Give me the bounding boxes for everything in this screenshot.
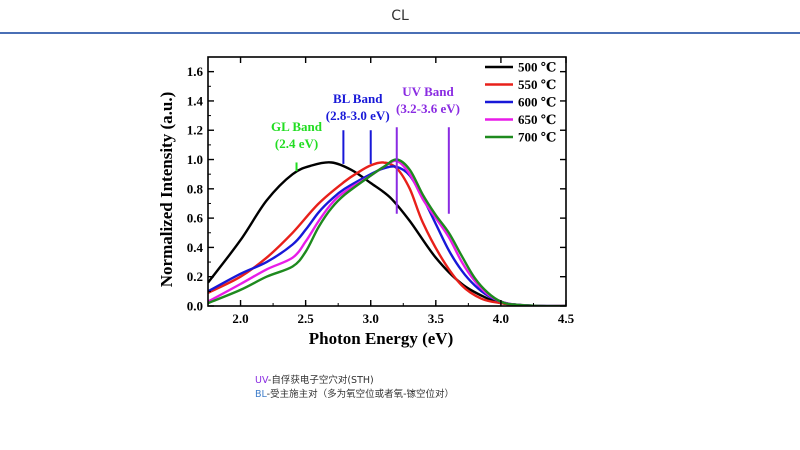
y-tick-label-0: 0.0	[187, 299, 203, 314]
x-tick-label-1: 2.5	[298, 311, 315, 326]
y-tick-label-5: 1.0	[187, 152, 203, 167]
y-tick-label-8: 1.6	[187, 64, 204, 79]
notes: UV-自俘获电子空穴对(STH) BL-受主施主对（多为氧空位或者氧-镓空位对）	[255, 374, 454, 402]
annotation-2-line-0: UV Band	[402, 84, 454, 99]
y-tick-label-1: 0.2	[187, 269, 203, 284]
y-tick-label-2: 0.4	[187, 240, 204, 255]
annotation-1-line-1: (2.8-3.0 eV)	[326, 108, 390, 123]
y-tick-label-4: 0.8	[187, 181, 204, 196]
y-tick-label-6: 1.2	[187, 123, 203, 138]
note-uv: UV-自俘获电子空穴对(STH)	[255, 374, 454, 388]
plot-frame	[207, 56, 567, 307]
note-bl-text: -受主施主对（多为氧空位或者氧-镓空位对）	[266, 389, 455, 400]
legend-label-1: 550 ℃	[518, 77, 556, 92]
legend-label-3: 650 ℃	[518, 112, 556, 127]
legend-label-2: 600 ℃	[518, 95, 556, 110]
y-axis-label: Normalized Intensity (a.u.)	[157, 92, 176, 287]
series-line-4	[208, 158, 566, 306]
y-tick-label-3: 0.6	[187, 211, 204, 226]
legend-label-4: 700 ℃	[518, 130, 556, 145]
y-tick-label-7: 1.4	[187, 93, 204, 108]
x-tick-label-0: 2.0	[232, 311, 248, 326]
title-divider	[0, 32, 800, 34]
annotation-1-line-0: BL Band	[333, 91, 383, 106]
note-uv-abbr: UV	[255, 375, 268, 386]
series-line-3	[208, 159, 566, 306]
x-axis-label: Photon Energy (eV)	[309, 329, 453, 348]
note-bl-abbr: BL	[255, 389, 267, 400]
series-line-2	[208, 165, 566, 306]
x-tick-label-2: 3.0	[363, 311, 379, 326]
x-tick-label-5: 4.5	[558, 311, 575, 326]
annotation-0-line-0: GL Band	[271, 119, 323, 134]
legend-label-0: 500 ℃	[518, 60, 556, 75]
series-line-0	[208, 161, 566, 306]
note-bl: BL-受主施主对（多为氧空位或者氧-镓空位对）	[255, 388, 454, 402]
annotation-0-line-1: (2.4 eV)	[275, 136, 318, 151]
slide-title: CL	[391, 8, 409, 24]
annotation-2-line-1: (3.2-3.6 eV)	[396, 101, 460, 116]
series-line-1	[208, 161, 566, 306]
x-tick-label-3: 3.5	[428, 311, 445, 326]
note-uv-text: -自俘获电子空穴对(STH)	[267, 375, 374, 386]
x-tick-label-4: 4.0	[493, 311, 509, 326]
